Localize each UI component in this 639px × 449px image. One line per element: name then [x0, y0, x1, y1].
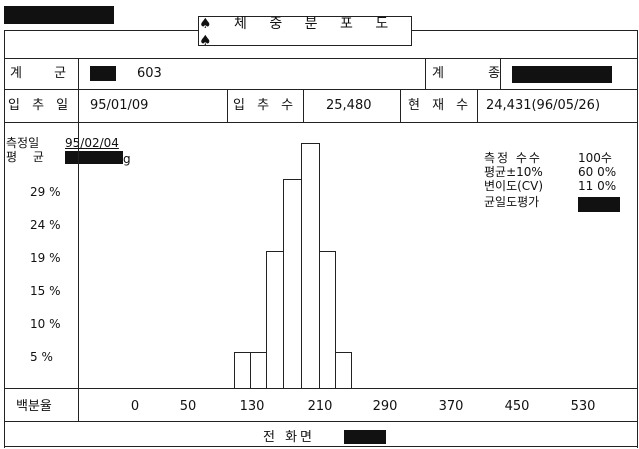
- y-tick-label: 29 %: [30, 185, 61, 199]
- redacted-uniformity-value: [578, 197, 620, 212]
- y-tick-label: 24 %: [30, 218, 61, 232]
- y-tick-label: 15 %: [30, 284, 61, 298]
- redacted-breed-value: [512, 66, 612, 83]
- title-text: ♠ 체 중 분 포 도 ♠: [199, 16, 398, 49]
- x-tick-label: 530: [570, 399, 596, 414]
- row2-div1: [78, 89, 79, 122]
- row1-top: [4, 58, 638, 59]
- row1-div2: [425, 58, 426, 89]
- y-tick-label: 19 %: [30, 251, 61, 265]
- frame-right: [637, 30, 638, 448]
- title-rule-right: [412, 30, 638, 31]
- stat-count-label: 측정 수수: [484, 151, 542, 165]
- x-tick-label: 0: [130, 399, 140, 414]
- row1-div1: [78, 58, 79, 89]
- row2-div2: [227, 89, 228, 122]
- page-title: ♠ 체 중 분 포 도 ♠: [198, 16, 412, 49]
- x-tick-label: 130: [239, 399, 265, 414]
- phone-label: 전 화면: [263, 430, 316, 445]
- average-unit: g: [123, 152, 131, 166]
- current-count-label: 현 재 수: [408, 98, 473, 113]
- group-value: 603: [137, 66, 162, 81]
- stat-uniformity-label: 균일도평가: [484, 195, 540, 209]
- frame-bottom: [4, 446, 638, 447]
- breed-label: 계 종: [432, 66, 521, 81]
- histogram-bar: [319, 251, 336, 389]
- histogram-bar: [250, 352, 267, 389]
- redacted-average-value: [65, 151, 123, 164]
- measure-date-label: 측정일: [6, 136, 40, 150]
- current-count-value: 24,431(96/05/26): [486, 98, 601, 113]
- measure-date-value: 95/02/04: [65, 136, 119, 150]
- group-label: 계 군: [10, 66, 81, 81]
- x-tick-label: 450: [504, 399, 530, 414]
- entry-count-value: 25,480: [326, 98, 372, 113]
- stat-count-value: 100수: [578, 151, 612, 165]
- row1-div3: [500, 58, 501, 89]
- redacted-title-block: [4, 6, 114, 24]
- histogram-bar: [266, 251, 284, 389]
- row2-div5: [477, 89, 478, 122]
- chart-bottom-rule: [4, 421, 638, 422]
- stat-cv-value: 11 0%: [578, 179, 617, 193]
- row2-div3: [303, 89, 304, 122]
- redacted-phone-value: [344, 430, 386, 444]
- row1-bottom: [4, 89, 638, 90]
- y-tick-label: 10 %: [30, 317, 61, 331]
- histogram-bar: [283, 179, 302, 389]
- y-tick-label: 5 %: [30, 350, 53, 364]
- x-tick-label: 370: [438, 399, 464, 414]
- entry-date-value: 95/01/09: [90, 98, 149, 113]
- row2-div4: [400, 89, 401, 122]
- frame-left: [4, 30, 5, 448]
- x-tick-label: 290: [372, 399, 398, 414]
- title-rule-left: [4, 30, 198, 31]
- redacted-group-prefix: [90, 66, 116, 81]
- histogram-bar: [234, 352, 251, 389]
- entry-count-label: 입 추 수: [233, 98, 298, 113]
- row2-bottom: [4, 122, 638, 123]
- stat-cv-label: 변이도(CV): [484, 179, 544, 193]
- average-label: 평 균: [6, 150, 50, 164]
- x-tick-label: 50: [179, 399, 197, 414]
- stat-range-value: 60 0%: [578, 165, 617, 179]
- x-tick-label: 210: [307, 399, 333, 414]
- histogram-bar: [301, 143, 320, 389]
- entry-date-label: 입 추 일: [8, 98, 73, 113]
- stat-range-label: 평균±10%: [484, 165, 543, 179]
- x-axis-label: 백분율: [16, 399, 52, 414]
- chart-y-axis: [78, 122, 79, 422]
- histogram-bar: [335, 352, 352, 389]
